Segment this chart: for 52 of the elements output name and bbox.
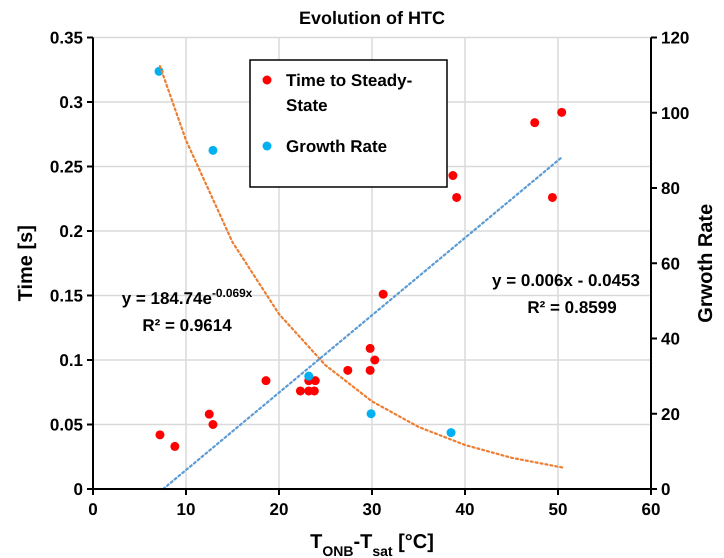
annotation: y = 0.006x - 0.0453 (492, 271, 640, 290)
point (155, 430, 164, 440)
y-axis-title: Time [s] (15, 225, 37, 302)
y-tick-label: 0.05 (50, 416, 83, 434)
x-tick-label: 40 (456, 500, 474, 519)
point (343, 366, 352, 375)
point (452, 192, 462, 202)
point (548, 192, 557, 202)
y-tick-label: 0.3 (59, 93, 83, 112)
y2-axis-title: Grwoth Rate (695, 204, 717, 323)
point (296, 386, 305, 396)
x-tick-label: 10 (176, 500, 196, 519)
y2-tick-label: 120 (661, 28, 690, 48)
point (208, 420, 218, 429)
annotation: y = 184.74e$^{-0.069x}$ (122, 286, 253, 308)
y2-tick-label: 40 (661, 330, 680, 348)
point (530, 118, 540, 128)
x-tick-label: 50 (548, 500, 568, 519)
point (304, 372, 314, 381)
y-tick-label: 0 (74, 480, 83, 499)
chart-title: Evolution of HTC (299, 8, 445, 28)
y2-tick-label: 20 (661, 404, 680, 424)
legend-label: Growth Rate (286, 137, 388, 156)
y-tick-label: 0.15 (50, 286, 83, 306)
legend-label: Time to Steady-State (286, 71, 412, 115)
y-tick-label: 0.35 (50, 28, 83, 48)
y2-tick-label: 80 (661, 179, 680, 198)
y-tick-label: 0.25 (50, 158, 83, 176)
x-axis-title: T$_{ONB}$-T$_{sat}$ [°C] (310, 531, 434, 558)
x-tick-label: 60 (642, 500, 660, 519)
x-tick-label: 30 (362, 500, 382, 519)
point (204, 410, 214, 419)
x-tick-label: 0 (88, 500, 98, 519)
point (261, 376, 270, 386)
y-tick-label: 0.2 (59, 222, 83, 241)
point (208, 146, 218, 155)
annotation: R² = 0.9614 (142, 316, 232, 335)
point (366, 366, 375, 375)
point (170, 442, 180, 451)
annotation: R² = 0.8599 (527, 298, 617, 317)
x-tick-label: 20 (270, 500, 288, 519)
point (366, 344, 375, 353)
point (446, 428, 456, 438)
point (448, 171, 458, 180)
point (557, 108, 566, 117)
point (370, 356, 380, 364)
y2-tick-label: 60 (661, 254, 680, 274)
y-tick-label: 0.1 (59, 351, 83, 370)
point (378, 290, 388, 299)
point (366, 409, 376, 418)
y2-tick-label: 100 (661, 104, 690, 123)
y2-tick-label: 0 (661, 480, 670, 499)
